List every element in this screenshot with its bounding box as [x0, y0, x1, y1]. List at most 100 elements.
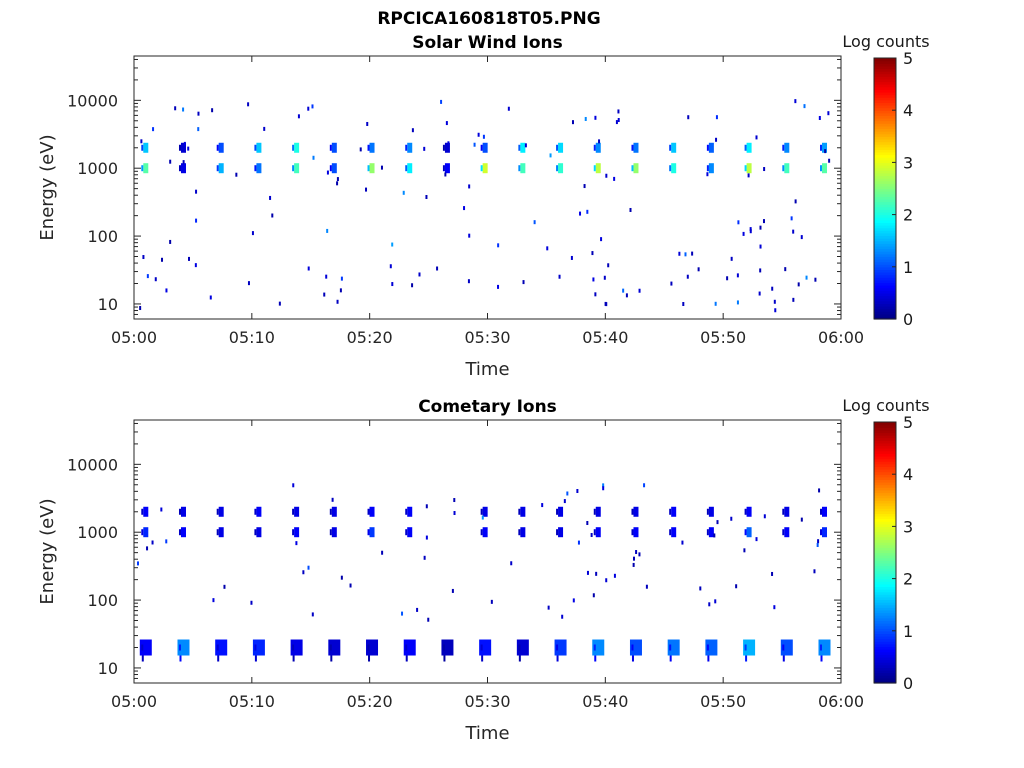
- speckle: [263, 126, 266, 131]
- colorbar-band: [874, 170, 896, 174]
- colorbar-band: [874, 175, 896, 179]
- cell-1000ev-5: [331, 163, 337, 174]
- speckle: [617, 109, 620, 114]
- speckle: [389, 264, 392, 269]
- colorbar-band: [874, 107, 896, 111]
- cell-2000ev-3: [256, 142, 262, 153]
- colorbar-band: [874, 86, 896, 90]
- cell-tail-2: [217, 655, 220, 662]
- colorbar-band: [874, 125, 896, 130]
- cell-tail-8: [443, 655, 446, 662]
- speckle: [600, 237, 603, 242]
- cell-1000ev-7: [407, 527, 413, 538]
- colorbar-band: [874, 60, 896, 64]
- speckle: [142, 255, 145, 260]
- colorbar-band: [874, 510, 896, 514]
- speckle: [743, 548, 746, 553]
- speckle: [586, 521, 589, 526]
- cell-20ev-2: [215, 639, 228, 656]
- speckle: [152, 127, 155, 132]
- speckle: [336, 181, 339, 186]
- cell-edge-1000ev-6: [367, 529, 370, 536]
- speckle: [590, 533, 593, 538]
- colorbar-band: [874, 292, 896, 297]
- colorbar-band: [874, 120, 896, 124]
- speckle: [381, 550, 384, 555]
- cell-edge-2000ev-7: [405, 508, 408, 515]
- speckle: [278, 301, 281, 306]
- speckle: [762, 219, 765, 224]
- speckle: [632, 556, 635, 561]
- colorbar-band: [874, 515, 896, 520]
- cell-20ev-4: [290, 639, 303, 656]
- colorbar-band: [874, 68, 896, 72]
- colorbar-band: [874, 91, 896, 96]
- colorbar-band: [874, 58, 896, 62]
- speckle: [691, 251, 694, 256]
- cell-edge-2000ev-2: [216, 508, 219, 515]
- colorbar-band: [874, 474, 896, 478]
- y-axis-label-2: Energy (eV): [37, 498, 58, 604]
- speckle: [586, 570, 589, 575]
- y-tick-label: 10000: [67, 455, 118, 474]
- cell-edge-20ev-4: [292, 644, 295, 651]
- cell-2000ev-13: [633, 506, 639, 517]
- speckle: [747, 173, 750, 178]
- colorbar-band: [874, 667, 896, 671]
- cell-2000ev-16: [746, 142, 752, 153]
- colorbar-band: [874, 222, 896, 226]
- y-axis-label-1: Energy (eV): [37, 134, 58, 240]
- cell-edge-1000ev-16: [744, 165, 747, 172]
- cell-20ev-11: [554, 639, 567, 656]
- colorbar-band: [874, 573, 896, 577]
- speckle: [758, 291, 761, 296]
- cell-edge-2000ev-3: [254, 144, 257, 151]
- colorbar-band: [874, 248, 896, 252]
- speckle: [715, 115, 718, 120]
- cell-edge-1000ev-1: [178, 529, 181, 536]
- speckle: [427, 617, 430, 622]
- colorbar-band: [874, 466, 896, 470]
- speckle: [467, 279, 470, 284]
- cell-1000ev-11: [558, 163, 564, 174]
- cell-1000ev-0: [143, 163, 149, 174]
- colorbar-band: [874, 453, 896, 457]
- speckle: [792, 229, 795, 234]
- colorbar-frame: [873, 421, 897, 684]
- colorbar-band: [874, 159, 896, 163]
- speckle: [211, 108, 214, 113]
- speckle: [558, 274, 561, 279]
- colorbar-band: [874, 123, 896, 127]
- colorbar-band: [874, 440, 896, 444]
- cell-edge-2000ev-8: [442, 144, 445, 151]
- colorbar-band: [874, 500, 896, 504]
- speckle: [223, 584, 226, 589]
- cell-edge-2000ev-0: [141, 144, 144, 151]
- speckle: [411, 128, 414, 133]
- speckle: [323, 292, 326, 297]
- panel-title-2: Cometary Ions: [418, 397, 557, 417]
- x-tick-label: 06:00: [818, 328, 864, 347]
- speckle: [307, 266, 310, 271]
- x-tick-label: 05:00: [111, 328, 157, 347]
- cell-tail-16: [745, 655, 748, 662]
- cell-1000ev-14: [671, 163, 677, 174]
- colorbar-band: [874, 523, 896, 527]
- colorbar-band: [874, 570, 896, 574]
- cell-1000ev-1: [180, 527, 186, 538]
- cell-tail-17: [782, 655, 785, 662]
- colorbar-band: [874, 549, 896, 554]
- speckle: [790, 216, 793, 221]
- cell-2000ev-0: [143, 142, 149, 153]
- speckles-1: [139, 99, 831, 313]
- speckle: [251, 231, 254, 236]
- speckle: [302, 570, 305, 575]
- speckle: [813, 569, 816, 574]
- cell-1000ev-18: [822, 163, 828, 174]
- speckle: [816, 542, 819, 547]
- cell-2000ev-11: [558, 142, 564, 153]
- cell-tail-7: [405, 655, 408, 662]
